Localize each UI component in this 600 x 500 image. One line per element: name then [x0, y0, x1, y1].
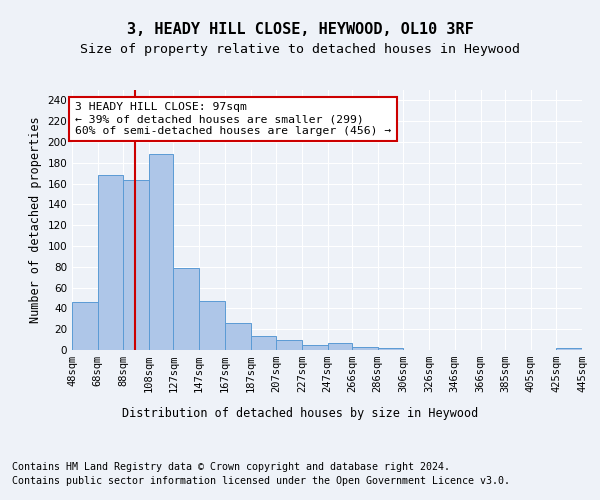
Bar: [251, 336, 276, 350]
Bar: [173, 268, 199, 350]
Bar: [149, 154, 173, 350]
Bar: [352, 347, 378, 350]
Text: Size of property relative to detached houses in Heywood: Size of property relative to detached ho…: [80, 42, 520, 56]
Bar: [72, 302, 98, 350]
Bar: [98, 176, 124, 350]
Bar: [199, 301, 225, 350]
Bar: [302, 345, 328, 350]
Bar: [276, 340, 302, 350]
Bar: [378, 348, 403, 350]
Text: Distribution of detached houses by size in Heywood: Distribution of detached houses by size …: [122, 408, 478, 420]
Text: Contains HM Land Registry data © Crown copyright and database right 2024.: Contains HM Land Registry data © Crown c…: [12, 462, 450, 472]
Text: Contains public sector information licensed under the Open Government Licence v3: Contains public sector information licen…: [12, 476, 510, 486]
Bar: [328, 342, 352, 350]
Bar: [225, 323, 251, 350]
Bar: [124, 180, 149, 350]
Text: 3, HEADY HILL CLOSE, HEYWOOD, OL10 3RF: 3, HEADY HILL CLOSE, HEYWOOD, OL10 3RF: [127, 22, 473, 38]
Bar: [556, 348, 582, 350]
Text: 3 HEADY HILL CLOSE: 97sqm
← 39% of detached houses are smaller (299)
60% of semi: 3 HEADY HILL CLOSE: 97sqm ← 39% of detac…: [74, 102, 391, 136]
Y-axis label: Number of detached properties: Number of detached properties: [29, 116, 42, 324]
